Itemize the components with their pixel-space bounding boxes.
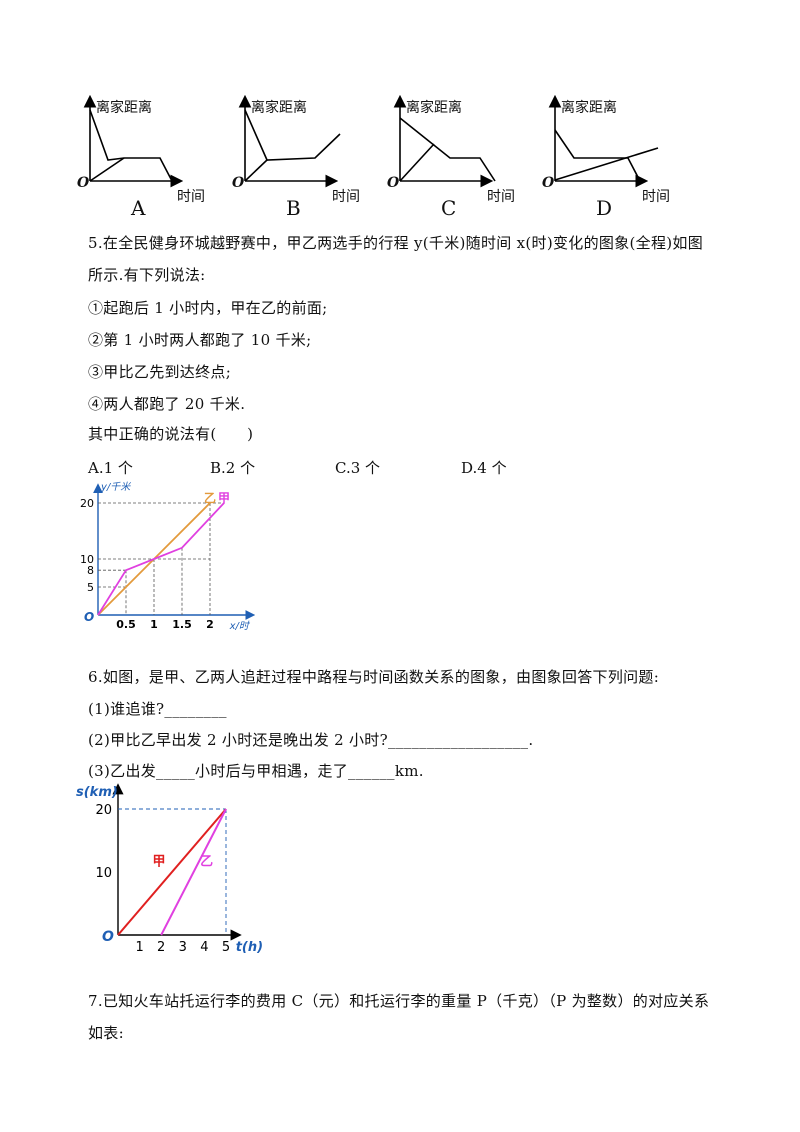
x-tick-1: 1: [150, 618, 158, 631]
q5-option-b: B.2 个: [210, 459, 256, 477]
x-axis-label: x/时: [229, 620, 251, 632]
q6-part-3: (3)乙出发_____小时后与甲相遇，走了______km.: [88, 762, 424, 780]
graph-c-y-label: 离家距离: [406, 100, 462, 116]
series-line-jia: [97, 502, 225, 616]
series-label-yi: 乙: [200, 855, 213, 870]
graph-d: [548, 94, 659, 188]
q5-stem-line2: 所示.有下列说法:: [88, 266, 206, 284]
y-tick-8: 8: [87, 564, 94, 577]
y-tick-10: 10: [95, 866, 112, 881]
q5-option-d: D.4 个: [461, 459, 507, 477]
q6-stem: 6.如图，是甲、乙两人追赶过程中路程与时间函数关系的图象，由图象回答下列问题:: [88, 668, 660, 686]
q5-ask: 其中正确的说法有( ): [88, 425, 254, 443]
y-tick-20: 20: [95, 803, 112, 818]
graph-a-x-label: 时间: [177, 189, 205, 205]
graph-b-origin: O: [232, 175, 245, 191]
y-axis-label: s(km): [76, 785, 118, 800]
graph-d-origin: O: [542, 175, 555, 191]
origin-label: O: [102, 929, 114, 945]
x-tick-0.5: 0.5: [116, 618, 136, 631]
x-tick-3: 3: [179, 940, 187, 955]
graph-d-y-label: 离家距离: [561, 100, 617, 116]
graph-b-y-label: 离家距离: [251, 100, 307, 116]
q7-line2: 如表:: [88, 1024, 124, 1042]
graph-a-y-label: 离家距离: [96, 100, 152, 116]
graph-b: [238, 94, 341, 188]
x-tick-5: 5: [222, 940, 230, 955]
x-tick-1.5: 1.5: [172, 618, 192, 631]
graph-a-origin: O: [77, 175, 90, 191]
q6-part-2: (2)甲比乙早出发 2 小时还是晚出发 2 小时?_______________…: [88, 731, 534, 749]
q5-statement-3: ③甲比乙先到达终点;: [88, 363, 232, 381]
graph-b-x-label: 时间: [332, 189, 360, 205]
graph-a-letter: A: [131, 196, 146, 220]
series-line-yi: [160, 808, 227, 936]
x-tick-2: 2: [206, 618, 214, 631]
graph-c-x-label: 时间: [487, 189, 515, 205]
series-label-jia: 甲: [153, 855, 166, 870]
q5-option-c: C.3 个: [335, 459, 381, 477]
x-axis-label: t(h): [236, 940, 263, 955]
y-tick-10: 10: [80, 553, 94, 566]
q5-option-a: A.1 个: [88, 459, 133, 477]
x-tick-2: 2: [157, 940, 165, 955]
graph-b-letter: B: [286, 196, 301, 220]
x-tick-1: 1: [135, 940, 143, 955]
origin-label: O: [84, 610, 94, 624]
graph-d-x-label: 时间: [642, 189, 670, 205]
q5-statement-1: ①起跑后 1 小时内，甲在乙的前面;: [88, 299, 328, 317]
graph-c-origin: O: [387, 175, 400, 191]
graph-a: [83, 94, 184, 188]
series-label-jia: 甲: [218, 491, 230, 505]
y-tick-20: 20: [80, 497, 94, 510]
q6-chart: 甲 乙 10 20 1 2 3 4 5 Os(km) t(h): [76, 783, 263, 955]
graph-d-letter: D: [596, 196, 613, 220]
y-axis-label: y/千米: [100, 481, 131, 493]
series-line-jia: [117, 808, 227, 936]
q5-statement-4: ④两人都跑了 20 千米.: [88, 395, 246, 413]
q5-chart: 乙甲 5 810 20 0.5 1 1.5 2 Oy/千米 x/时: [80, 481, 256, 632]
series-label-yi: 乙: [204, 491, 216, 505]
q6-part-1: (1)谁追谁?________: [88, 700, 227, 718]
q5-stem-line1: 5.在全民健身环城越野赛中，甲乙两选手的行程 y(千米)随时间 x(时)变化的图…: [88, 234, 703, 252]
x-tick-4: 4: [200, 940, 208, 955]
graph-c-letter: C: [441, 196, 457, 220]
q5-statement-2: ②第 1 小时两人都跑了 10 千米;: [88, 331, 312, 349]
graph-c: [393, 94, 496, 188]
graphs-abcd: [83, 94, 659, 188]
q7-line1: 7.已知火车站托运行李的费用 C（元）和托运行李的重量 P（千克）（P 为整数）…: [88, 992, 710, 1010]
y-tick-5: 5: [87, 581, 94, 594]
